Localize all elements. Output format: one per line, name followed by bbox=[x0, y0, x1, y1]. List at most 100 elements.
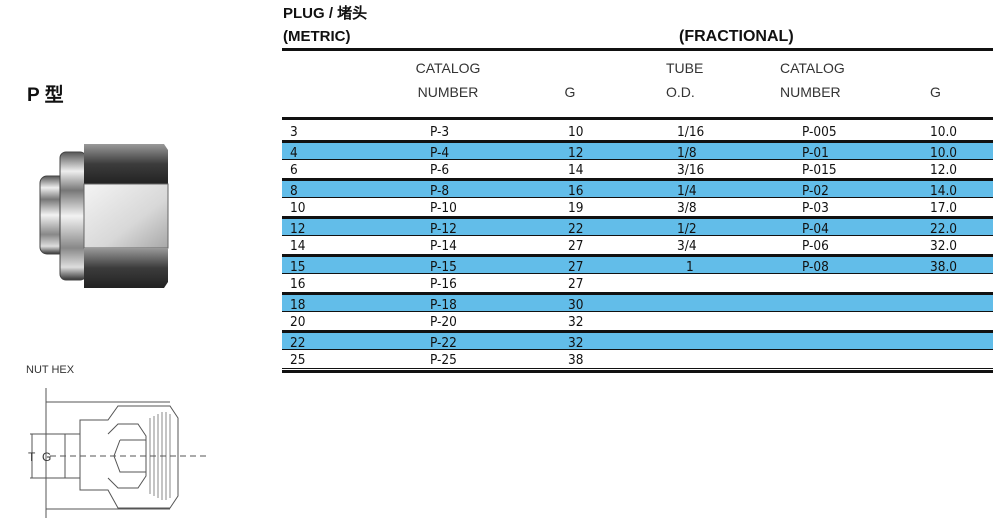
metric-size-cell: 20 bbox=[290, 314, 306, 330]
tube-od-cell: 1/16 bbox=[677, 124, 705, 140]
metric-g-cell: 27 bbox=[568, 276, 584, 292]
fractional-catalog-cell: P-005 bbox=[802, 124, 837, 140]
t-dimension-label: T bbox=[28, 450, 36, 464]
metric-catalog-cell: P-25 bbox=[430, 352, 457, 368]
plug-table-body: 3 P-3 10 1/16 P-005 10.0 4 P-4 12 1/8 P-01 10.0 6 P-6… bbox=[282, 122, 993, 369]
table-row: 20 P-20 32 bbox=[282, 312, 993, 331]
metric-g-cell: 19 bbox=[568, 200, 584, 216]
table-row: 15 P-15 27 1 P-08 38.0 bbox=[282, 255, 993, 275]
fractional-g-cell: 32.0 bbox=[930, 238, 958, 254]
metric-size-cell: 15 bbox=[290, 259, 306, 275]
header-line: NUMBER bbox=[780, 84, 841, 100]
metric-g-cell: 27 bbox=[568, 259, 584, 275]
tube-od-cell: 3/4 bbox=[677, 238, 697, 254]
metric-size-cell: 4 bbox=[290, 145, 298, 161]
table-row: 4 P-4 12 1/8 P-01 10.0 bbox=[282, 141, 993, 161]
tube-od-header: TUBE O.D. bbox=[666, 56, 716, 104]
table-row: 14 P-14 27 3/4 P-06 32.0 bbox=[282, 236, 993, 255]
metric-catalog-cell: P-18 bbox=[430, 297, 457, 313]
nut-hex-label: NUT HEX bbox=[26, 364, 75, 376]
metric-g-cell: 27 bbox=[568, 238, 584, 254]
metric-catalog-cell: P-8 bbox=[430, 183, 450, 199]
table-row: 22 P-22 32 bbox=[282, 331, 993, 351]
table-row: 8 P-8 16 1/4 P-02 14.0 bbox=[282, 179, 993, 199]
metric-catalog-cell: P-3 bbox=[430, 124, 450, 140]
header-line: O.D. bbox=[666, 84, 695, 100]
fractional-g-cell: 12.0 bbox=[930, 162, 958, 178]
plug-product-image bbox=[39, 144, 169, 288]
fractional-g-cell: 10.0 bbox=[930, 124, 958, 140]
fractional-catalog-cell: P-08 bbox=[802, 259, 829, 275]
metric-section-label: (METRIC) bbox=[283, 28, 351, 45]
metric-g-cell: 32 bbox=[568, 314, 584, 330]
fractional-g-cell: 17.0 bbox=[930, 200, 958, 216]
plug-cross-section-drawing: T G bbox=[28, 388, 210, 518]
metric-catalog-cell: P-22 bbox=[430, 335, 457, 351]
tube-od-cell: 1/2 bbox=[677, 221, 697, 237]
metric-size-cell: 18 bbox=[290, 297, 306, 313]
metric-g-cell: 32 bbox=[568, 335, 584, 351]
metric-catalog-number-header: CATALOG NUMBER bbox=[398, 56, 498, 104]
metric-size-cell: 12 bbox=[290, 221, 306, 237]
table-row: 6 P-6 14 3/16 P-015 12.0 bbox=[282, 160, 993, 179]
metric-catalog-cell: P-15 bbox=[430, 259, 457, 275]
metric-g-cell: 16 bbox=[568, 183, 584, 199]
metric-g-header: G bbox=[564, 84, 576, 100]
metric-catalog-cell: P-12 bbox=[430, 221, 457, 237]
header-line: CATALOG bbox=[780, 60, 845, 76]
table-bottom-rule bbox=[282, 370, 993, 373]
tube-od-cell: 1 bbox=[686, 259, 694, 275]
table-row: 16 P-16 27 bbox=[282, 274, 993, 293]
metric-size-cell: 16 bbox=[290, 276, 306, 292]
fractional-catalog-cell: P-02 bbox=[802, 183, 829, 199]
metric-catalog-cell: P-4 bbox=[430, 145, 450, 161]
metric-size-cell: 8 bbox=[290, 183, 298, 199]
metric-size-cell: 25 bbox=[290, 352, 306, 368]
table-row: 3 P-3 10 1/16 P-005 10.0 bbox=[282, 122, 993, 141]
fractional-g-cell: 10.0 bbox=[930, 145, 958, 161]
product-type-label: P 型 bbox=[27, 85, 64, 106]
metric-g-cell: 12 bbox=[568, 145, 584, 161]
fractional-g-cell: 22.0 bbox=[930, 221, 958, 237]
metric-size-cell: 14 bbox=[290, 238, 306, 254]
metric-catalog-cell: P-14 bbox=[430, 238, 457, 254]
metric-size-cell: 22 bbox=[290, 335, 306, 351]
fractional-catalog-cell: P-04 bbox=[802, 221, 829, 237]
metric-catalog-cell: P-16 bbox=[430, 276, 457, 292]
tube-od-cell: 3/16 bbox=[677, 162, 705, 178]
metric-catalog-cell: P-10 bbox=[430, 200, 457, 216]
metric-g-cell: 22 bbox=[568, 221, 584, 237]
metric-size-cell: 3 bbox=[290, 124, 298, 140]
tube-od-cell: 1/4 bbox=[677, 183, 697, 199]
header-line: TUBE bbox=[666, 60, 704, 76]
header-line: NUMBER bbox=[417, 84, 479, 100]
header-top-rule bbox=[282, 48, 993, 51]
table-row: 18 P-18 30 bbox=[282, 293, 993, 313]
metric-g-cell: 10 bbox=[568, 124, 584, 140]
metric-size-cell: 10 bbox=[290, 200, 306, 216]
fractional-section-label: (FRACTIONAL) bbox=[679, 28, 794, 45]
table-row: 25 P-25 38 bbox=[282, 350, 993, 369]
tube-od-cell: 1/8 bbox=[677, 145, 697, 161]
metric-g-cell: 30 bbox=[568, 297, 584, 313]
table-row: 12 P-12 22 1/2 P-04 22.0 bbox=[282, 217, 993, 237]
fractional-g-cell: 14.0 bbox=[930, 183, 958, 199]
fractional-catalog-number-header: CATALOG NUMBER bbox=[780, 56, 880, 104]
fractional-catalog-cell: P-015 bbox=[802, 162, 837, 178]
fractional-g-header: G bbox=[930, 84, 941, 100]
fractional-catalog-cell: P-06 bbox=[802, 238, 829, 254]
table-title: PLUG / 堵头 bbox=[283, 5, 368, 22]
metric-g-cell: 38 bbox=[568, 352, 584, 368]
metric-size-cell: 6 bbox=[290, 162, 298, 178]
metric-catalog-cell: P-6 bbox=[430, 162, 450, 178]
header-line: CATALOG bbox=[415, 60, 481, 76]
fractional-catalog-cell: P-03 bbox=[802, 200, 829, 216]
fractional-catalog-cell: P-01 bbox=[802, 145, 829, 161]
g-dimension-label: G bbox=[42, 450, 51, 464]
fractional-g-cell: 38.0 bbox=[930, 259, 958, 275]
header-bottom-rule bbox=[282, 117, 993, 120]
metric-catalog-cell: P-20 bbox=[430, 314, 457, 330]
table-row: 10 P-10 19 3/8 P-03 17.0 bbox=[282, 198, 993, 217]
tube-od-cell: 3/8 bbox=[677, 200, 697, 216]
metric-g-cell: 14 bbox=[568, 162, 584, 178]
